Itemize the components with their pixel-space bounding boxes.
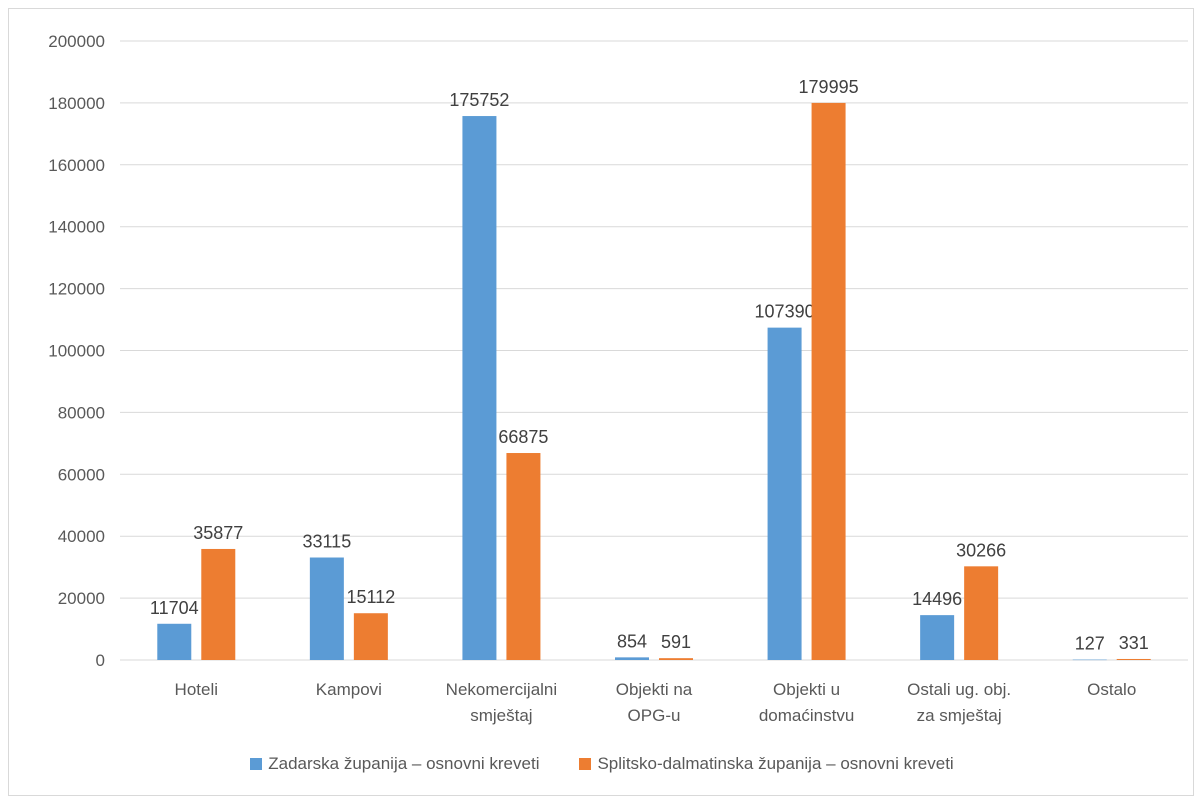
y-tick-label: 40000 — [58, 527, 105, 546]
legend-item-zadarska: Zadarska županija – osnovni kreveti — [250, 754, 539, 774]
y-tick-label: 20000 — [58, 589, 105, 608]
x-category-label: Nekomercijalni — [446, 680, 557, 699]
data-label: 35877 — [193, 523, 243, 543]
legend: Zadarska županija – osnovni kreveti Spli… — [0, 754, 1204, 774]
y-tick-label: 140000 — [48, 218, 105, 237]
bar-splitsko — [659, 658, 693, 660]
legend-label-splitsko: Splitsko-dalmatinska županija – osnovni … — [597, 754, 954, 773]
data-label: 854 — [617, 631, 647, 651]
data-label: 14496 — [912, 589, 962, 609]
bar-zadarska — [309, 557, 344, 660]
legend-item-splitsko: Splitsko-dalmatinska županija – osnovni … — [579, 754, 954, 774]
data-label: 179995 — [799, 77, 859, 97]
legend-label-zadarska: Zadarska županija – osnovni kreveti — [268, 754, 540, 773]
data-label: 591 — [661, 632, 691, 652]
x-category-label: Ostali ug. obj. — [907, 680, 1011, 699]
bar-splitsko — [201, 548, 236, 660]
bar-zadarska — [615, 657, 649, 660]
legend-swatch-splitsko — [579, 758, 592, 770]
x-category-label: Hoteli — [175, 680, 218, 699]
bar-zadarska — [1072, 659, 1107, 661]
bar-zadarska — [462, 116, 497, 661]
x-category-label: domaćinstvu — [759, 706, 854, 725]
x-category-label: smještaj — [470, 706, 532, 725]
y-tick-label: 200000 — [48, 32, 105, 51]
bar-splitsko — [506, 453, 541, 660]
bar-splitsko — [964, 566, 999, 660]
y-tick-label: 80000 — [58, 403, 105, 422]
x-category-label: Objekti u — [773, 680, 840, 699]
data-label: 30266 — [956, 540, 1006, 560]
data-label: 11704 — [150, 598, 199, 618]
bar-splitsko — [353, 613, 388, 660]
bar-splitsko — [811, 102, 846, 661]
legend-swatch-zadarska — [250, 758, 263, 770]
data-label: 331 — [1119, 633, 1149, 653]
y-tick-label: 100000 — [48, 342, 105, 361]
bar-splitsko — [1116, 658, 1151, 660]
bar-zadarska — [920, 615, 955, 660]
bar-zadarska — [157, 623, 192, 660]
x-category-label: Objekti na — [616, 680, 693, 699]
chart-frame — [8, 8, 1194, 796]
data-label: 33115 — [302, 532, 351, 552]
y-tick-label: 60000 — [58, 465, 105, 484]
y-tick-label: 160000 — [48, 156, 105, 175]
y-tick-label: 180000 — [48, 94, 105, 113]
data-label: 66875 — [498, 427, 548, 447]
x-category-label: Kampovi — [316, 680, 382, 699]
data-label: 175752 — [449, 90, 509, 110]
y-tick-label: 120000 — [48, 280, 105, 299]
x-category-label: za smještaj — [917, 706, 1002, 725]
data-label: 127 — [1075, 634, 1105, 654]
x-category-label: Ostalo — [1087, 680, 1136, 699]
bar-zadarska — [767, 327, 802, 660]
data-label: 107390 — [755, 302, 815, 322]
data-label: 15112 — [346, 587, 395, 607]
x-category-label: OPG-u — [628, 706, 681, 725]
y-tick-label: 0 — [96, 651, 105, 670]
